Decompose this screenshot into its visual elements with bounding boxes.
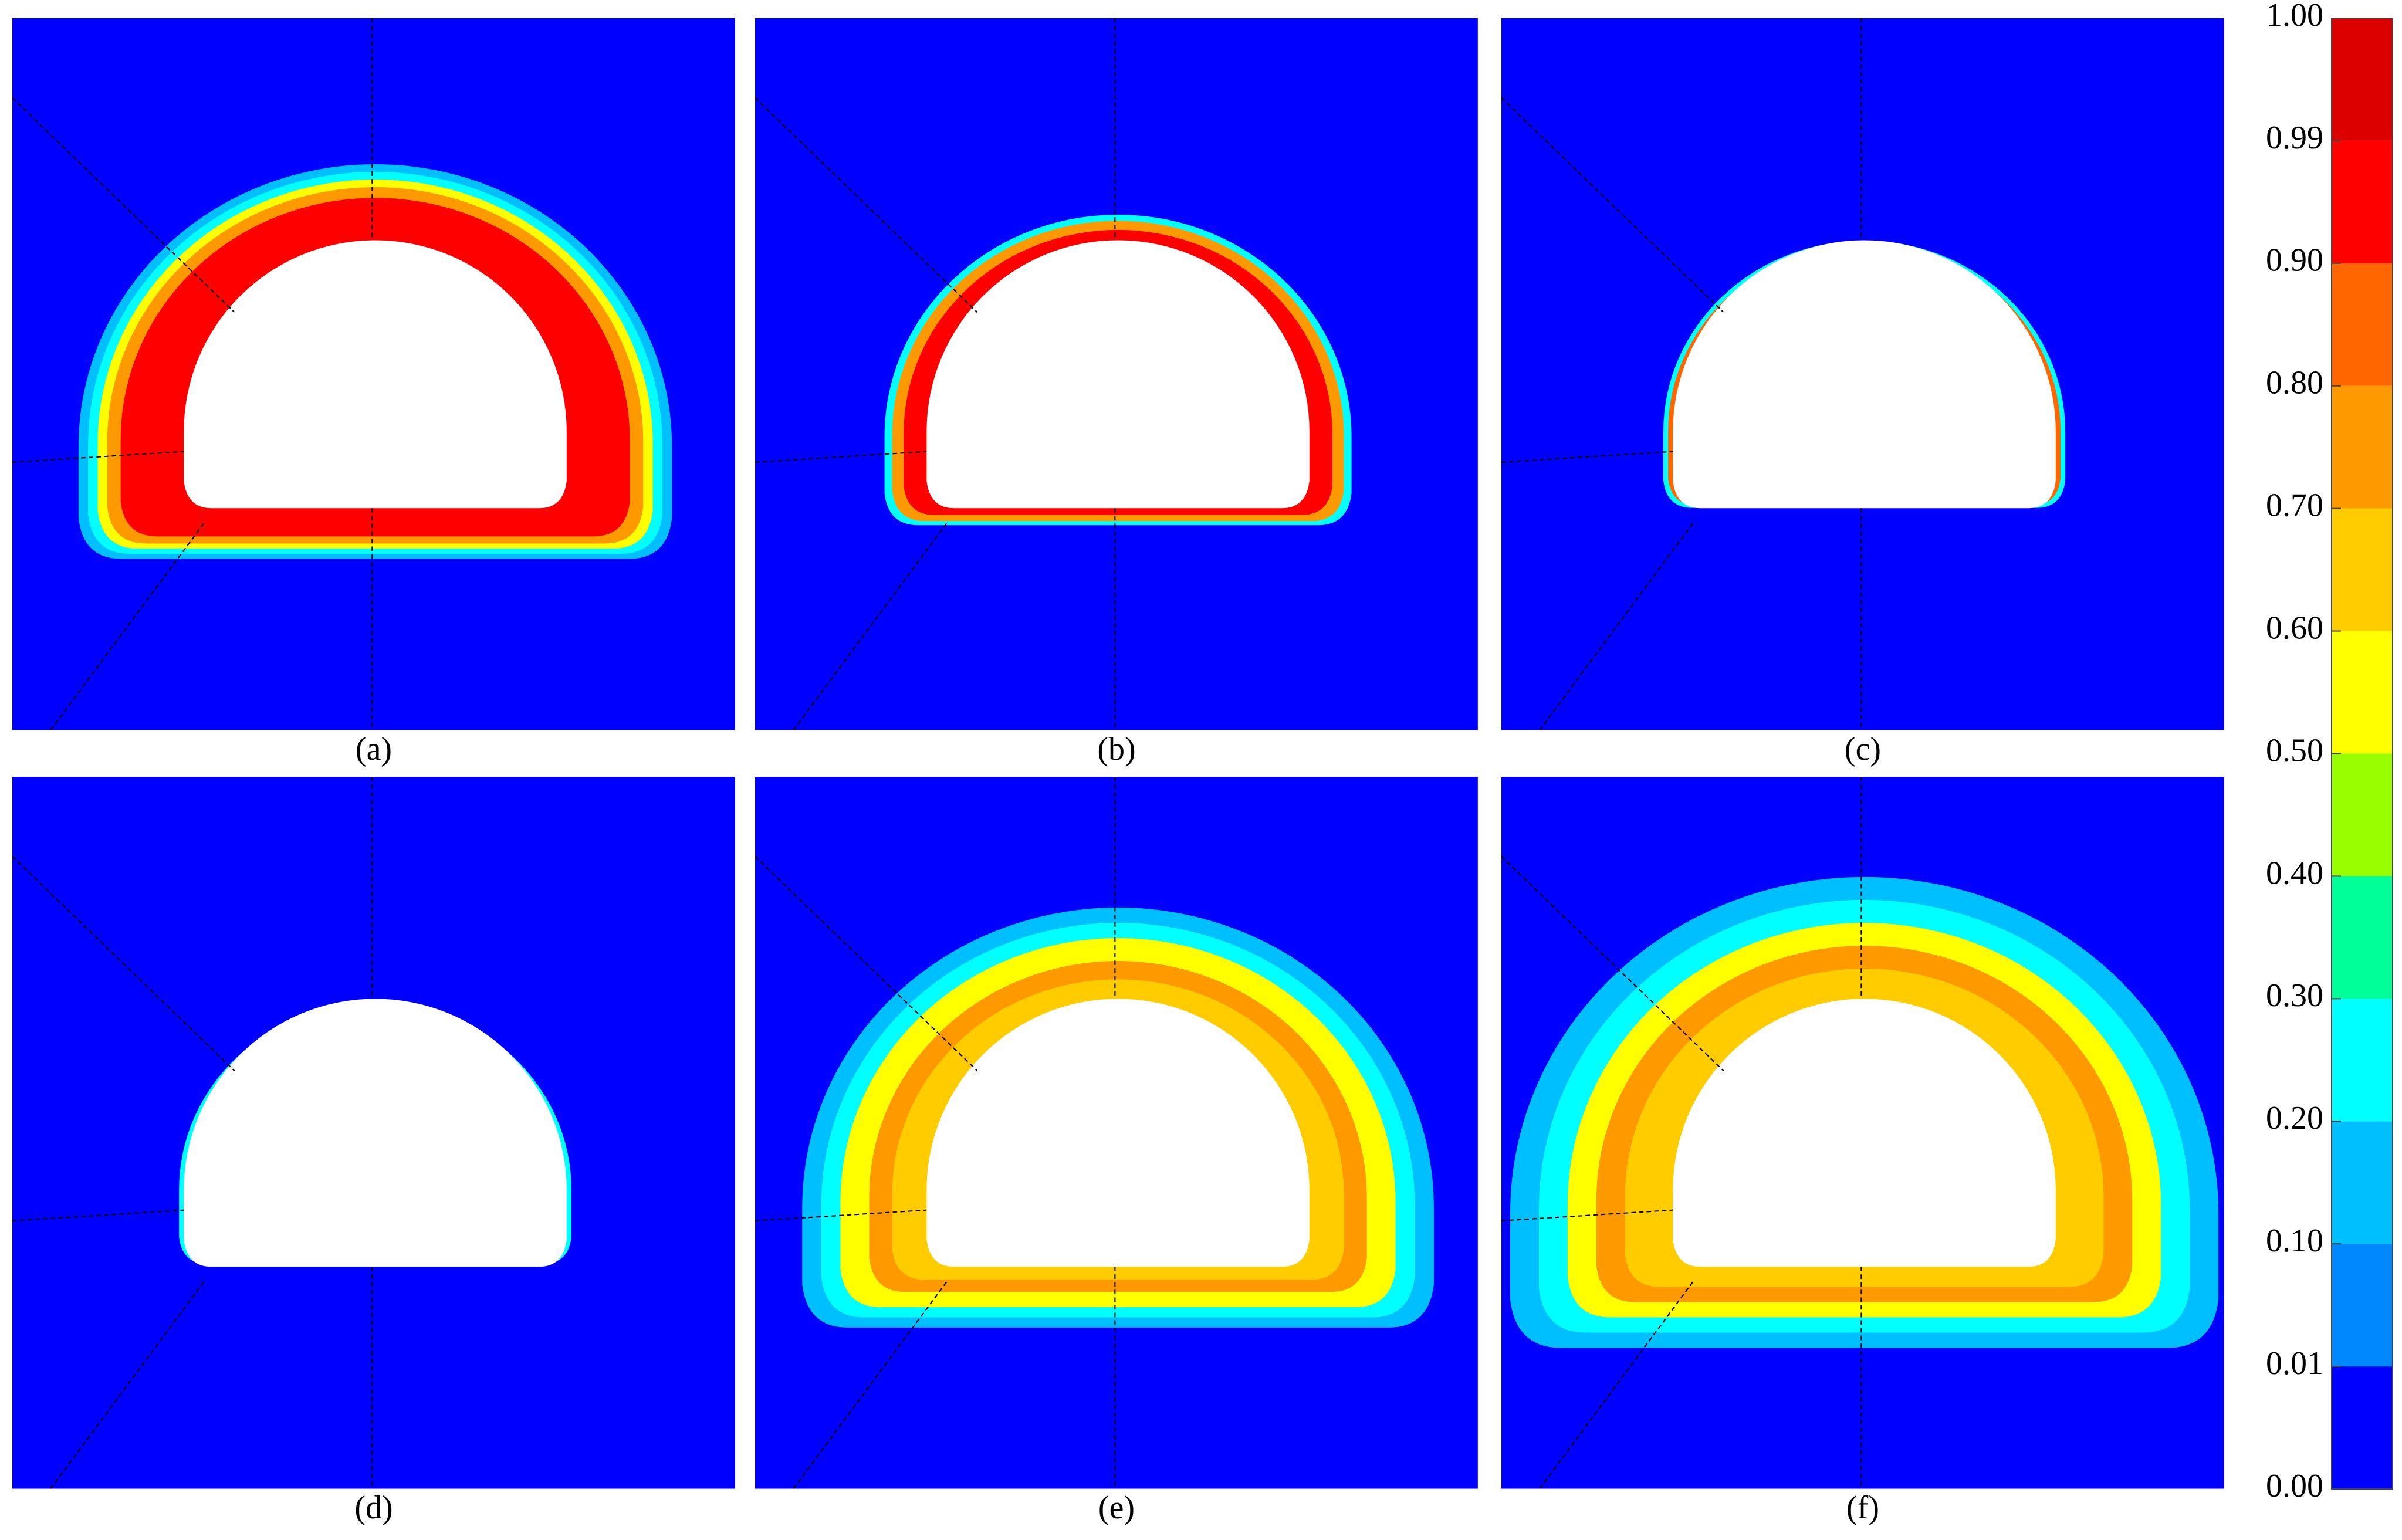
monitor-line bbox=[793, 1281, 948, 1489]
monitor-line bbox=[1501, 855, 1724, 1071]
colorbar-tick-label: 0.80 bbox=[2266, 365, 2323, 401]
monitor-line bbox=[755, 1209, 927, 1221]
panel-content bbox=[12, 18, 735, 730]
colorbar-tick-label: 0.70 bbox=[2266, 488, 2323, 524]
colorbar-tick-label: 0.30 bbox=[2266, 977, 2323, 1014]
colorbar-tick-label: 0.99 bbox=[2266, 120, 2323, 156]
tunnel bbox=[184, 999, 567, 1267]
colorbar-segment bbox=[2332, 385, 2393, 509]
monitor-line bbox=[793, 523, 948, 730]
tunnel bbox=[184, 240, 567, 509]
monitor-line bbox=[1501, 451, 1673, 463]
monitor-line bbox=[1539, 523, 1694, 730]
panel-label: (e) bbox=[1098, 1490, 1135, 1526]
colorbar-tick-label: 0.10 bbox=[2266, 1223, 2323, 1259]
colorbar-tick-label: 0.20 bbox=[2266, 1100, 2323, 1136]
tunnel bbox=[1673, 999, 2056, 1267]
monitor-line bbox=[1501, 97, 1724, 313]
colorbar-tick-label: 0.00 bbox=[2266, 1468, 2323, 1504]
panel-content bbox=[12, 777, 735, 1489]
monitor-line bbox=[1539, 1281, 1694, 1489]
monitor-line bbox=[12, 1209, 184, 1221]
panel-content bbox=[1501, 18, 2224, 730]
monitor-line bbox=[12, 855, 235, 1071]
colorbar-segment bbox=[2332, 18, 2393, 141]
tunnel bbox=[1673, 240, 2056, 509]
panel-content bbox=[755, 777, 1478, 1489]
colorbar-segment bbox=[2332, 876, 2393, 999]
colorbar-segment bbox=[2332, 508, 2393, 631]
colorbar-segment bbox=[2332, 1244, 2393, 1367]
monitor-line bbox=[755, 97, 978, 313]
colorbar-tick-label: 0.50 bbox=[2266, 732, 2323, 769]
tunnel bbox=[926, 999, 1310, 1267]
monitor-line bbox=[755, 451, 927, 463]
monitor-line bbox=[12, 97, 235, 313]
colorbar-segment bbox=[2332, 1121, 2393, 1244]
contour-panel bbox=[755, 18, 1478, 730]
colorbar-segment bbox=[2332, 140, 2393, 263]
contour-panel bbox=[12, 777, 735, 1489]
contour-panel bbox=[1501, 18, 2224, 730]
panel-label: (c) bbox=[1845, 731, 1881, 767]
contour-panel bbox=[12, 18, 735, 730]
monitor-line bbox=[755, 855, 978, 1071]
colorbar-segment bbox=[2332, 753, 2393, 876]
panel-label: (a) bbox=[356, 731, 392, 767]
monitor-line bbox=[50, 523, 205, 730]
colorbar-tick-label: 0.60 bbox=[2266, 610, 2323, 646]
panel-label: (f) bbox=[1846, 1490, 1879, 1526]
tunnel bbox=[926, 240, 1310, 509]
panel-content bbox=[755, 18, 1478, 730]
panel-label: (d) bbox=[354, 1490, 393, 1526]
monitor-line bbox=[1501, 1209, 1673, 1221]
colorbar-tick-label: 0.40 bbox=[2266, 855, 2323, 891]
colorbar-segment bbox=[2332, 999, 2393, 1122]
colorbar-segment bbox=[2332, 263, 2393, 386]
colorbar-tick-label: 1.00 bbox=[2266, 0, 2323, 33]
panel-label: (b) bbox=[1097, 731, 1135, 767]
monitor-line bbox=[50, 1281, 205, 1489]
colorbar-tick-label: 0.90 bbox=[2266, 242, 2323, 279]
colorbar-segment bbox=[2332, 1366, 2393, 1489]
contour-panel bbox=[755, 777, 1478, 1489]
panel-content bbox=[1501, 777, 2224, 1489]
monitor-line bbox=[12, 451, 184, 463]
colorbar-tick-label: 0.01 bbox=[2266, 1345, 2323, 1382]
colorbar-segment bbox=[2332, 631, 2393, 754]
contour-panel bbox=[1501, 777, 2224, 1489]
